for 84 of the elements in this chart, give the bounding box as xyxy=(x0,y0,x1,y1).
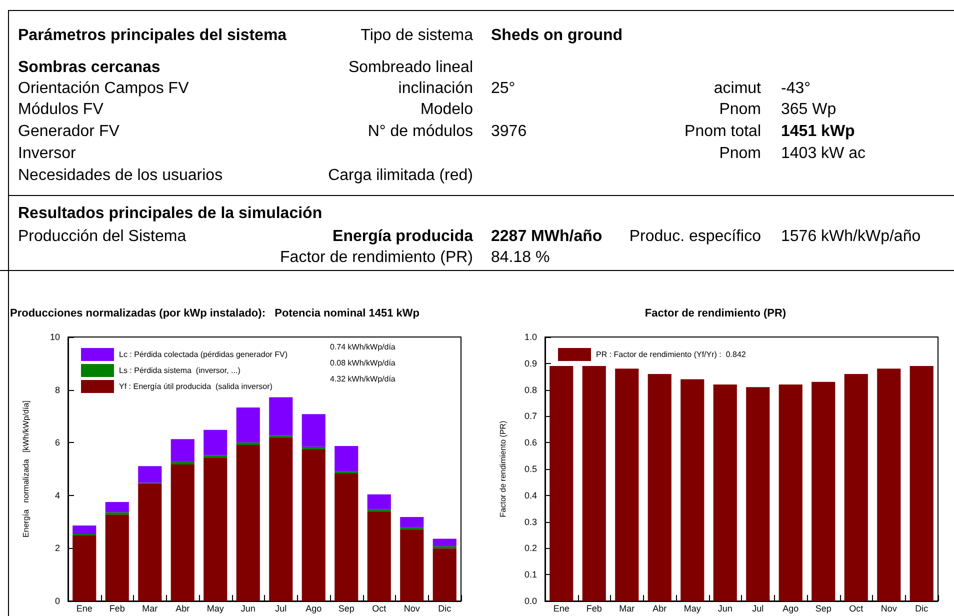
y-tick-label: 4 xyxy=(54,490,60,500)
x-tick-label: May xyxy=(684,604,702,614)
text: 84.18 % xyxy=(491,249,550,267)
x-tick-label: Ago xyxy=(306,604,322,614)
x-tick-label: Sep xyxy=(338,604,354,614)
annotation: 4.32 kWh/kWp/día xyxy=(330,374,396,384)
legend-label: Yf : Energía útil producida (salida inversor) xyxy=(119,382,273,391)
text: 2287 MWh/año xyxy=(491,228,602,246)
text: inclinación xyxy=(398,80,473,98)
y-tick-label: 0 xyxy=(54,596,60,606)
text: 1403 kW ac xyxy=(781,145,866,163)
text: 1576 kWh/kWp/año xyxy=(781,228,921,246)
chart-title: Factor de rendimiento (PR) xyxy=(644,308,786,320)
x-tick-label: Sep xyxy=(815,604,832,614)
text: Tipo de sistema xyxy=(360,27,473,45)
text: Sombreado lineal xyxy=(348,59,473,77)
x-tick-label: Oct xyxy=(372,604,387,614)
text: Sheds on ground xyxy=(491,27,623,45)
text: Orientación Campos FV xyxy=(18,80,189,98)
text: Produc. específico xyxy=(629,228,761,246)
y-tick-label: 0.0 xyxy=(524,596,537,606)
x-tick-label: Oct xyxy=(849,604,864,614)
y-tick-label: 10 xyxy=(50,332,60,342)
y-tick-label: 0.1 xyxy=(524,570,537,580)
text: Pnom xyxy=(719,101,761,119)
y-axis-title: Energía normalizada [kWh/kWp/día] xyxy=(22,400,30,538)
x-tick-label: Jul xyxy=(275,604,287,614)
text: Producción del Sistema xyxy=(18,228,186,246)
y-tick-label: 0.6 xyxy=(524,438,537,448)
x-tick-label: Dic xyxy=(438,604,452,614)
x-tick-label: Feb xyxy=(586,604,602,614)
x-tick-label: Ene xyxy=(76,604,92,614)
text: Energía producida xyxy=(332,228,473,246)
x-tick-label: Mar xyxy=(619,604,635,614)
y-tick-label: 0.2 xyxy=(524,543,537,554)
x-tick-label: Abr xyxy=(176,604,190,614)
legend-label: Ls : Pérdida sistema (inversor, ...) xyxy=(119,366,241,375)
x-tick-label: Abr xyxy=(652,604,667,614)
x-tick-label: Ene xyxy=(553,604,570,614)
y-axis-title: Factor de rendimiento (PR) xyxy=(498,420,508,518)
text: 1451 kWp xyxy=(781,123,855,141)
y-tick-label: 0.5 xyxy=(524,464,537,474)
y-tick-label: 8 xyxy=(54,384,60,395)
text: Parámetros principales del sistema xyxy=(18,27,287,45)
text: Pnom xyxy=(719,145,761,163)
text: Inversor xyxy=(18,145,76,163)
annotation: 0.08 kWh/kWp/día xyxy=(330,358,396,368)
y-tick-label: 2 xyxy=(54,543,60,554)
x-tick-label: Jun xyxy=(240,604,256,614)
text: Necesidades de los usuarios xyxy=(18,167,223,185)
y-tick-label: 1.0 xyxy=(524,332,537,342)
text: Carga ilimitada (red) xyxy=(328,167,473,185)
text: Factor de rendimiento (PR) xyxy=(280,249,473,267)
x-tick-label: Nov xyxy=(880,604,898,614)
text: Sombras cercanas xyxy=(18,59,160,77)
x-tick-label: May xyxy=(206,604,224,614)
text: 365 Wp xyxy=(781,101,836,119)
x-tick-label: Feb xyxy=(109,604,125,614)
text: Modelo xyxy=(420,101,473,119)
text: acimut xyxy=(714,80,761,98)
x-tick-label: Dic xyxy=(915,604,929,614)
y-tick-label: 0.4 xyxy=(524,490,537,500)
x-tick-label: Mar xyxy=(142,604,158,614)
text: Módulos FV xyxy=(18,101,104,119)
chart-title: Producciones normalizadas (por kWp instalado): Potencia nominal 1451 kWp xyxy=(10,308,420,320)
y-tick-label: 0.7 xyxy=(524,411,537,422)
y-tick-label: 6 xyxy=(54,438,60,448)
x-tick-label: Jun xyxy=(718,604,732,614)
text: 25° xyxy=(491,80,516,98)
annotation: 0.74 kWh/kWp/día xyxy=(330,342,396,352)
text: 3976 xyxy=(491,123,527,141)
legend-label: Lc : Pérdida colectada (pérdidas generador FV) xyxy=(119,350,288,359)
text: Pnom total xyxy=(684,123,761,141)
x-tick-label: Jul xyxy=(752,604,764,614)
x-tick-label: Ago xyxy=(782,604,799,614)
text: -43° xyxy=(781,80,811,98)
y-tick-label: 0.9 xyxy=(524,358,537,368)
text: N° de módulos xyxy=(368,123,473,141)
x-tick-label: Nov xyxy=(404,604,420,614)
text: Resultados principales de la simulación xyxy=(18,205,322,223)
text: Generador FV xyxy=(18,123,120,141)
y-tick-label: 0.8 xyxy=(524,384,537,395)
y-tick-label: 0.3 xyxy=(524,516,537,527)
legend-label: PR : Factor de rendimiento (Yf/Yr) : 0.842 xyxy=(596,350,746,359)
